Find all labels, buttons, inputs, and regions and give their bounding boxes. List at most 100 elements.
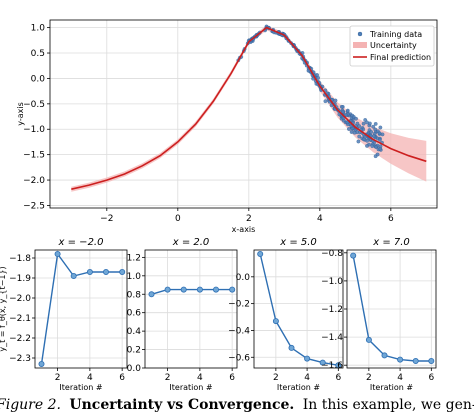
main-ytick-label: −0.5 [23, 100, 45, 110]
legend-marker-uncertainty [353, 42, 367, 48]
training-data-point [345, 108, 350, 113]
subplot-ytick-label: −2.0 [9, 294, 31, 304]
main-x-axis-label: x-axis [232, 225, 256, 234]
subplot-ytick-label: 0.8 [127, 290, 142, 300]
subplot-ytick-label: −0.6 [228, 353, 250, 363]
caption-title: Uncertainty vs Convergence. [69, 397, 294, 412]
convergence-point [180, 286, 187, 293]
subplot-y-axis-label: y_t = f_θ(x, y_{t−1}) [0, 266, 7, 351]
training-data-point [343, 113, 348, 117]
main-ytick-label: −2.5 [23, 201, 45, 211]
subplot-xtick-label: 6 [229, 373, 235, 383]
legend-label-uncertainty: Uncertainty [370, 41, 417, 50]
main-ytick-label: −2.0 [23, 176, 45, 186]
convergence-point [350, 252, 357, 259]
training-data-point [357, 134, 362, 139]
subplot-xtick-label: 2 [366, 373, 372, 383]
subplot-ytick-label: −1.4 [321, 333, 343, 343]
subplot-title: x = 5.0 [279, 237, 317, 248]
training-data-point [352, 130, 357, 135]
subplot-frame [253, 249, 344, 369]
convergence-point [212, 286, 219, 293]
training-data-point [361, 121, 366, 126]
training-data-point [365, 143, 369, 148]
subplot-ytick-label: −1.9 [9, 274, 31, 284]
subplot-x-axis-label: Iteration # [370, 383, 413, 392]
subplot-x-axis-label: Iteration # [59, 383, 102, 392]
subplot-ytick-label: −1.2 [321, 305, 343, 315]
subplot-2: 2 4 6 1.2 1.0 0.8 0.6 0.4 0.2 0.0 x = 2.0 Iteration… [127, 237, 238, 392]
training-data-point [346, 127, 351, 131]
subplot-frame [34, 249, 128, 369]
figure-caption: Figure 2. Uncertainty vs Convergence. In… [0, 397, 474, 412]
caption-text: In this example, we gen- [303, 397, 474, 412]
training-data-point [373, 122, 378, 126]
training-data-point [369, 130, 374, 134]
training-data-point [375, 152, 380, 157]
convergence-point [119, 268, 126, 275]
training-data-point [370, 144, 375, 149]
svg-text:Figure 2. Uncertainty vs: Figure 2. Uncertainty vs Convergence. In… [0, 397, 474, 412]
training-data-point [373, 127, 378, 132]
training-data-point [323, 99, 328, 104]
training-data-point [315, 73, 319, 77]
convergence-line [40, 252, 123, 365]
subplot-ytick-label: −2.2 [9, 334, 31, 344]
main-ytick-label: 0.5 [31, 49, 45, 59]
convergence-point [38, 360, 45, 367]
main-ytick-label: −1.0 [23, 125, 45, 135]
convergence-point [257, 250, 264, 257]
training-data-point [333, 98, 338, 103]
subplot-ytick-label: 1.2 [127, 253, 141, 263]
convergence-point [412, 357, 419, 364]
subplot-ytick-label: 0.4 [127, 327, 142, 337]
subplot-xtick-label: 6 [428, 373, 434, 383]
subplot-title: x = 7.0 [372, 237, 410, 248]
legend-box [349, 25, 435, 67]
subplot-ytick-label: −0.2 [228, 300, 250, 310]
convergence-point [288, 344, 295, 351]
training-data-point [356, 139, 361, 144]
training-data-point [355, 121, 360, 126]
training-data-point [345, 120, 350, 125]
subplot-xtick-label: 2 [165, 373, 171, 383]
subplot-x-axis-label: Iteration # [169, 383, 212, 392]
convergence-point [148, 291, 155, 298]
convergence-point [70, 272, 77, 279]
subplot-xtick-label: 2 [55, 373, 61, 383]
subplot-3: 2 4 6 0.0 −0.2 −0.4 −0.6 x = 5.0 Iteration # [228, 237, 344, 392]
subplot-title: x = −2.0 [58, 237, 104, 248]
legend-label-prediction: Final prediction [370, 53, 431, 62]
subplot-xtick-label: 4 [197, 373, 203, 383]
convergence-point [54, 250, 61, 257]
convergence-point [229, 286, 236, 293]
training-data-point [373, 144, 378, 149]
subplot-xtick-label: 4 [87, 373, 93, 383]
subplot-ytick-label: −2.3 [9, 354, 31, 364]
training-data-point [378, 125, 383, 130]
convergence-point [319, 359, 326, 366]
main-xtick-label: 4 [317, 214, 323, 224]
convergence-point [304, 355, 311, 362]
main-y-axis-label: y-axis [16, 102, 25, 126]
training-data-point [377, 131, 382, 136]
subplot-ytick-label: 1.0 [127, 272, 142, 282]
convergence-line [151, 288, 233, 295]
subplot-xtick-label: 4 [304, 373, 310, 383]
training-data-point [357, 124, 362, 129]
training-data-point [361, 137, 366, 142]
subplot-ytick-label: −0.8 [321, 249, 343, 259]
training-data-point [378, 146, 382, 151]
subplot-xtick-label: 4 [397, 373, 403, 383]
subplot-x-axis-label: Iteration # [277, 383, 320, 392]
convergence-point [86, 268, 93, 275]
convergence-point [365, 336, 372, 343]
subplot-ytick-label: 0.0 [236, 273, 251, 283]
subplot-1: 2 4 6 −1.8 −1.9 −2.0 −2.1 −2.2 −2.3 x = −2.0 Itera… [0, 237, 128, 392]
subplot-4: 2 4 6 −0.8 −1.0 −1.2 −1.4 −1.6 x = 7.0 Iteration … [321, 237, 437, 392]
subplot-ytick-label: −0.4 [228, 326, 250, 336]
legend-marker-training [357, 31, 363, 37]
subplot-xtick-label: 2 [273, 373, 279, 383]
convergence-point [103, 268, 110, 275]
